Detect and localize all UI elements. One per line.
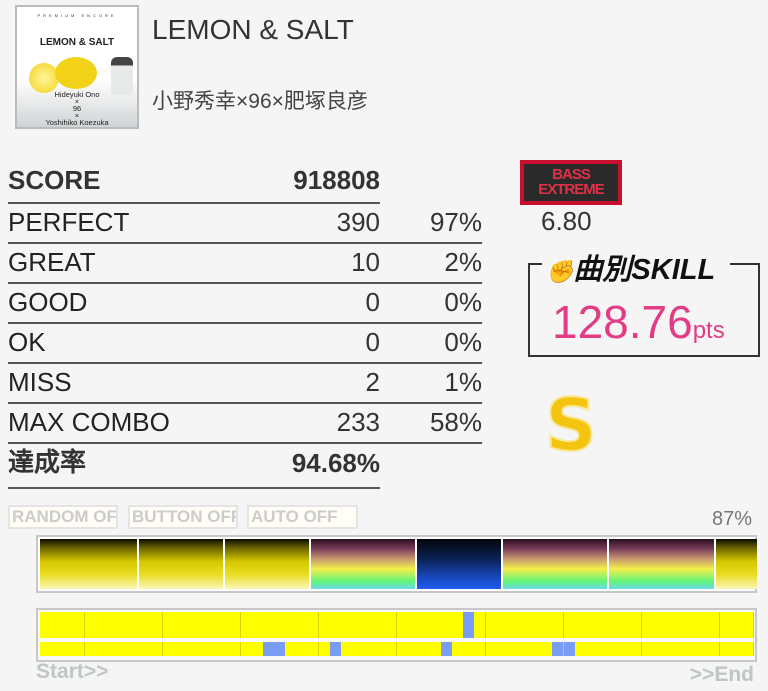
row-label: GREAT bbox=[8, 247, 96, 277]
jacket-credits: Hideyuki Ono × 96 × Yoshihiko Koezuka bbox=[17, 90, 137, 127]
gauge-segment-yellow bbox=[40, 539, 137, 589]
timeline-bar bbox=[36, 608, 757, 662]
row-percent: 0% bbox=[444, 327, 482, 357]
salt-shaker-image bbox=[111, 57, 133, 95]
row-percent: 1% bbox=[444, 367, 482, 397]
row-label: GOOD bbox=[8, 287, 88, 317]
skill-header-label: 曲別SKILL bbox=[573, 254, 716, 286]
row-label: OK bbox=[8, 327, 46, 357]
row-percent: 97% bbox=[429, 207, 482, 237]
gauge-segment-blue bbox=[417, 539, 501, 589]
credit: Hideyuki Ono bbox=[54, 90, 100, 99]
gauge-graph bbox=[36, 535, 757, 593]
divider bbox=[8, 442, 482, 444]
achievement-label: 達成率 bbox=[8, 447, 87, 477]
row-percent: 58% bbox=[429, 407, 482, 437]
fist-icon: ✊ bbox=[546, 259, 574, 284]
skill-header: ✊曲別SKILL bbox=[542, 246, 720, 288]
lemon-half-image bbox=[29, 63, 59, 93]
row-count: 0 bbox=[365, 287, 380, 317]
divider bbox=[8, 402, 482, 404]
row-count: 390 bbox=[336, 207, 380, 237]
album-jacket: PREMIUM ENCORE LEMON & SALT Hideyuki Ono… bbox=[15, 5, 139, 129]
divider bbox=[8, 322, 482, 324]
credit: × bbox=[74, 97, 80, 106]
difficulty-level-name: EXTREME bbox=[538, 181, 605, 198]
lemon-image bbox=[55, 57, 97, 89]
result-row-good: GOOD 0 0% bbox=[8, 282, 482, 322]
row-count: 2 bbox=[365, 367, 380, 397]
result-row-great: GREAT 10 2% bbox=[8, 242, 482, 282]
achievement-row: 達成率 94.68% bbox=[8, 443, 482, 483]
difficulty-part: BASS bbox=[552, 166, 591, 183]
jacket-title: LEMON & SALT bbox=[39, 37, 115, 48]
skill-unit: pts bbox=[692, 317, 725, 344]
button-option: BUTTON OFF bbox=[128, 505, 238, 529]
gauge-segment-rainbow bbox=[311, 539, 415, 589]
end-label: >>End bbox=[689, 663, 754, 686]
result-row-miss: MISS 2 1% bbox=[8, 362, 482, 402]
gauge-segment-yellow bbox=[139, 539, 223, 589]
divider bbox=[8, 362, 482, 364]
row-count: 10 bbox=[351, 247, 380, 277]
gauge-segment-rainbow bbox=[609, 539, 714, 589]
difficulty-level: 6.80 bbox=[541, 206, 592, 236]
gauge-percent: 87% bbox=[711, 508, 752, 530]
credit: Yoshihiko Koezuka bbox=[45, 118, 109, 127]
score-row: SCORE 918808 bbox=[8, 160, 482, 200]
result-row-perfect: PERFECT 390 97% bbox=[8, 202, 482, 242]
achievement-value: 94.68% bbox=[291, 448, 380, 478]
divider bbox=[8, 242, 482, 244]
gauge-segment-rainbow bbox=[503, 539, 607, 589]
credit: × bbox=[74, 111, 80, 120]
row-label: MISS bbox=[8, 367, 72, 397]
score-label: SCORE bbox=[8, 165, 101, 195]
auto-option: AUTO OFF bbox=[247, 505, 358, 529]
difficulty-badge: BASS EXTREME bbox=[520, 160, 622, 205]
credit: 96 bbox=[72, 104, 82, 113]
result-row-ok: OK 0 0% bbox=[8, 322, 482, 362]
divider bbox=[8, 487, 380, 489]
divider bbox=[8, 202, 380, 204]
gauge-segment-yellow bbox=[225, 539, 309, 589]
gauge-segment-yellow bbox=[716, 539, 757, 589]
timeline-cell bbox=[741, 612, 754, 638]
skill-points: 128.76 bbox=[552, 296, 693, 348]
score-value: 918808 bbox=[293, 165, 380, 195]
song-title: LEMON & SALT bbox=[152, 14, 354, 45]
start-label: Start>> bbox=[36, 660, 109, 683]
row-label: PERFECT bbox=[8, 207, 130, 237]
skill-value: 128.76pts bbox=[552, 295, 725, 349]
divider bbox=[8, 282, 482, 284]
song-artist: 小野秀幸×96×肥塚良彦 bbox=[152, 90, 368, 113]
skill-box bbox=[528, 263, 760, 357]
jacket-header: PREMIUM ENCORE bbox=[37, 13, 117, 18]
row-percent: 0% bbox=[444, 287, 482, 317]
row-count: 0 bbox=[365, 327, 380, 357]
rank-badge: S bbox=[544, 383, 598, 467]
result-row-max-combo: MAX COMBO 233 58% bbox=[8, 402, 482, 442]
row-percent: 2% bbox=[444, 247, 482, 277]
timeline-cell bbox=[741, 642, 754, 656]
random-option: RANDOM OFF bbox=[8, 505, 118, 529]
row-label: MAX COMBO bbox=[8, 407, 170, 437]
row-count: 233 bbox=[336, 407, 380, 437]
